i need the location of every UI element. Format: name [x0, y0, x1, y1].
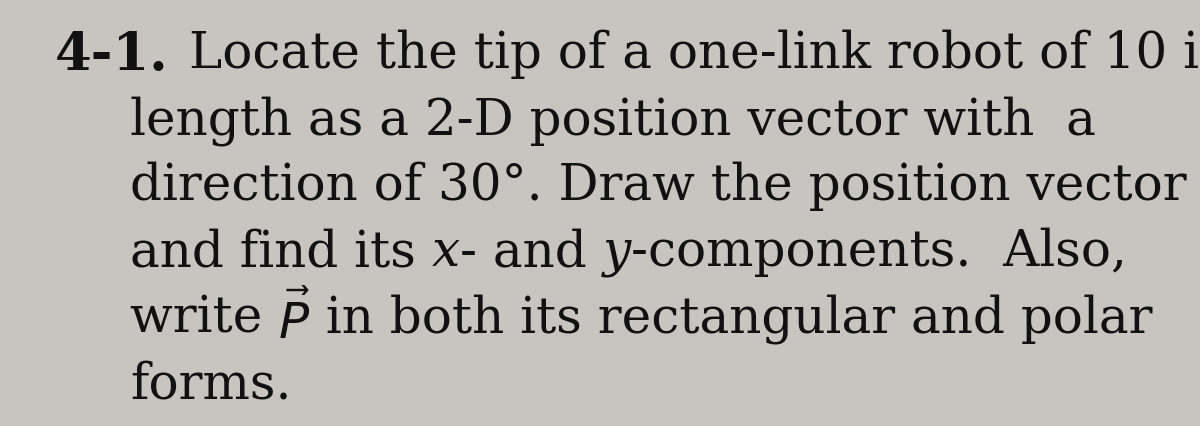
Text: -components.  Also,: -components. Also, — [631, 228, 1127, 277]
Text: Locate the tip of a one-link robot of 10 in.: Locate the tip of a one-link robot of 10… — [188, 30, 1200, 80]
Text: length as a 2-D position vector with  a: length as a 2-D position vector with a — [130, 96, 1096, 146]
Text: in both its rectangular and polar: in both its rectangular and polar — [311, 294, 1153, 344]
Text: y: y — [602, 228, 631, 277]
Text: 4-1.: 4-1. — [55, 30, 169, 81]
Text: forms.: forms. — [130, 360, 292, 409]
Text: $\vec{P}$: $\vec{P}$ — [278, 294, 311, 350]
Text: direction of 30°. Draw the position vector: direction of 30°. Draw the position vect… — [130, 162, 1187, 211]
Text: - and: - and — [460, 228, 602, 277]
Text: and find its: and find its — [130, 228, 432, 277]
Text: x: x — [432, 228, 460, 277]
Text: write: write — [130, 294, 278, 343]
